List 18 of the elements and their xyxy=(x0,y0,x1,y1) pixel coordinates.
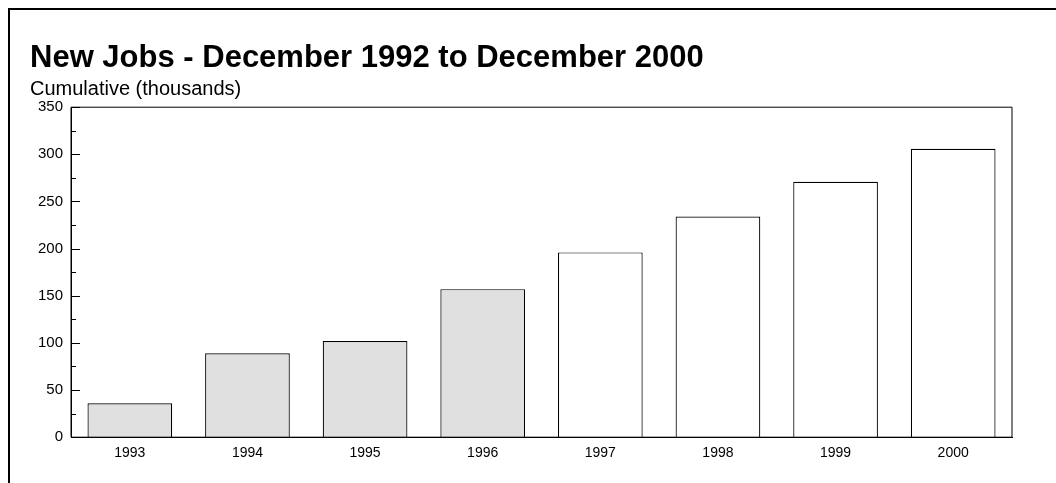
y-tick-label: 200 xyxy=(38,238,64,256)
y-tick-label: 250 xyxy=(38,191,64,209)
x-tick-label: 1993 xyxy=(114,444,146,461)
x-tick-label: 2000 xyxy=(937,444,969,461)
chart-subtitle: Cumulative (thousands) xyxy=(30,76,242,99)
chart-title: New Jobs - December 1992 to December 2000 xyxy=(30,39,704,75)
y-tick-label: 150 xyxy=(38,285,64,303)
x-tick-label: 1994 xyxy=(231,444,264,461)
y-tick-label: 50 xyxy=(46,380,64,398)
x-tick-label: 1998 xyxy=(702,444,734,461)
y-tick-label: 0 xyxy=(54,427,64,445)
y-tick-label: 100 xyxy=(38,333,64,351)
x-tick-label: 1996 xyxy=(467,444,499,461)
x-tick-label: 1999 xyxy=(819,444,852,461)
y-tick-label: 300 xyxy=(38,144,64,162)
y-tick-label: 350 xyxy=(38,97,64,115)
x-tick-label: 1997 xyxy=(584,444,617,461)
x-tick-label: 1995 xyxy=(349,444,381,461)
